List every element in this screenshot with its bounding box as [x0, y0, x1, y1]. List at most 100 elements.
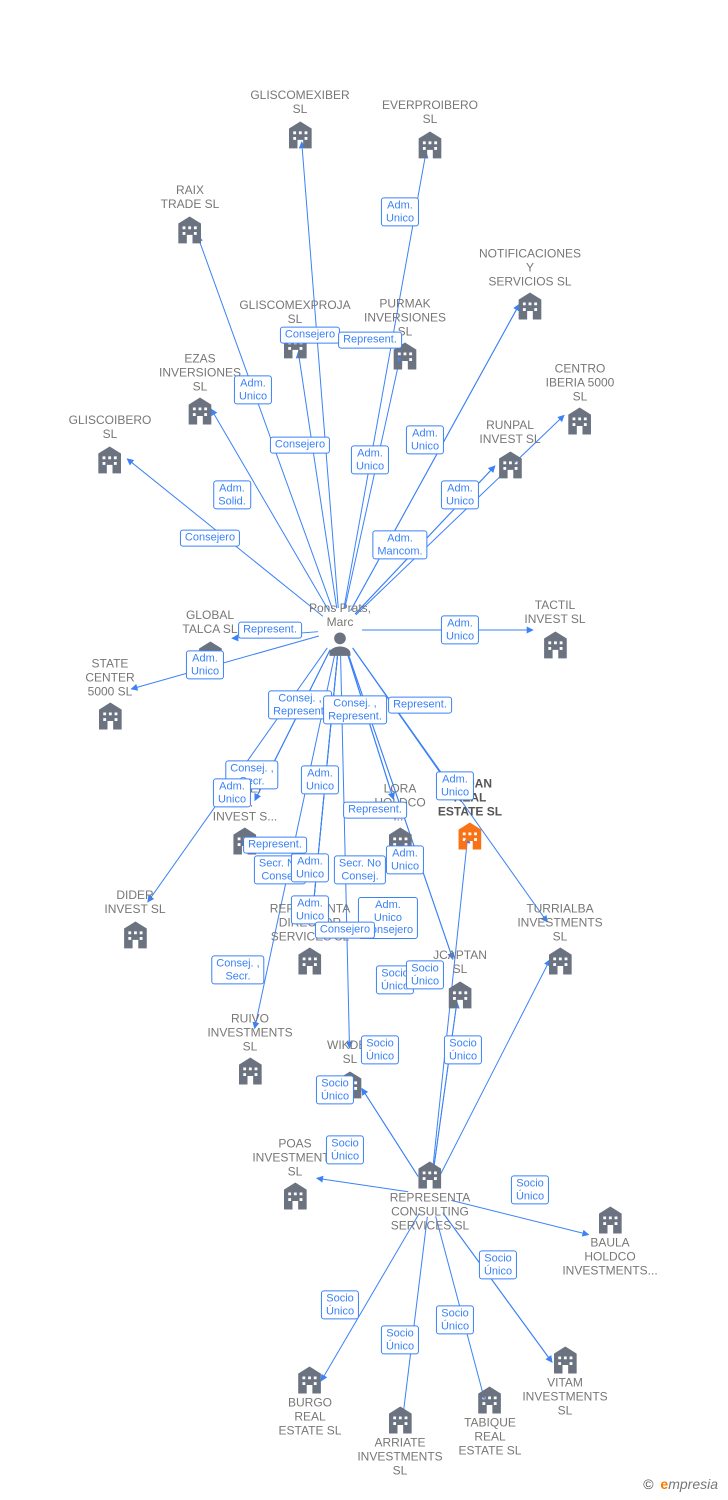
edge-label: Adm.Unico: [441, 480, 479, 509]
building-icon: [293, 1362, 327, 1396]
node-arriate[interactable]: ARRIATEINVESTMENTSSL: [357, 1402, 442, 1477]
node-label: STATECENTER5000 SL: [85, 657, 134, 698]
node-label: TACTILINVEST SL: [524, 599, 585, 627]
node-centro[interactable]: CENTROIBERIA 5000SL: [546, 362, 615, 437]
node-gliscomexiber[interactable]: GLISCOMEXIBERSL: [250, 89, 349, 151]
node-label: EZASINVERSIONESSL: [159, 352, 241, 393]
edge-label: Consejero: [180, 530, 240, 547]
edge-label: SocioÚnico: [321, 1290, 359, 1319]
node-label: GLISCOIBEROSL: [69, 414, 152, 442]
edge: [443, 1213, 552, 1362]
edge-label: Consejero: [315, 922, 375, 939]
node-notif[interactable]: NOTIFICACIONESYSERVICIOS SL: [479, 247, 581, 322]
node-ruivo[interactable]: RUIVOINVESTMENTSSL: [207, 1012, 292, 1087]
edge-label: Consej. ,Represent.: [323, 695, 387, 724]
node-label: POASINVESTMENTSSL: [252, 1137, 337, 1178]
node-label: TABIQUEREALESTATE SL: [459, 1416, 522, 1457]
brand-rest: mpresia: [668, 1476, 718, 1492]
node-tactil[interactable]: TACTILINVEST SL: [524, 599, 585, 661]
node-poas[interactable]: POASINVESTMENTSSL: [252, 1137, 337, 1212]
node-label: ARRIATEINVESTMENTSSL: [357, 1436, 442, 1477]
building-icon: [563, 404, 597, 438]
node-label: TURRIALBAINVESTMENTSSL: [517, 902, 602, 943]
edge-label: Adm.Unico: [381, 197, 419, 226]
building-icon: [383, 1402, 417, 1436]
node-label: GLOBALTALCA SL: [182, 609, 237, 637]
edge-label: Adm.Unico: [291, 853, 329, 882]
edge-label: Represent.: [238, 622, 302, 639]
edge: [433, 1002, 457, 1173]
edge-label: Adm.Unico: [386, 845, 424, 874]
building-icon: [183, 394, 217, 428]
edge-label: Adm.Unico: [301, 765, 339, 794]
edge-label: SocioÚnico: [479, 1250, 517, 1279]
node-dider[interactable]: DIDERINVEST SL: [104, 889, 165, 951]
building-icon: [93, 699, 127, 733]
node-label: Pons Prats,Marc: [309, 602, 371, 630]
edge: [302, 142, 339, 608]
edge-label: Represent.: [243, 837, 307, 854]
node-runpal[interactable]: RUNPALINVEST SL: [479, 419, 540, 481]
node-label: DIDERINVEST SL: [104, 889, 165, 917]
edge: [345, 356, 401, 608]
building-icon: [548, 1342, 582, 1376]
building-icon: [413, 127, 447, 161]
node-baula[interactable]: BAULAHOLDCOINVESTMENTS...: [562, 1202, 657, 1277]
node-person[interactable]: Pons Prats,Marc: [309, 602, 371, 658]
edge-label: Adm.Unico: [186, 650, 224, 679]
node-label: REPRESENTACONSULTINGSERVICES SL: [390, 1191, 470, 1232]
node-label: GLISCOMEXPROJASL: [239, 299, 350, 327]
node-turrialba[interactable]: TURRIALBAINVESTMENTSSL: [517, 902, 602, 977]
edge-label: SocioÚnico: [316, 1075, 354, 1104]
edge: [433, 1002, 457, 1173]
edge-label: SocioÚnico: [444, 1035, 482, 1064]
node-vitam[interactable]: VITAMINVESTMENTSSL: [522, 1342, 607, 1417]
edge-label: Represent.: [338, 332, 402, 349]
edge-label: Consejero: [280, 327, 340, 344]
node-ezas[interactable]: EZASINVERSIONESSL: [159, 352, 241, 427]
building-icon: [493, 447, 527, 481]
edge: [347, 651, 394, 799]
node-label: VITAMINVESTMENTSSL: [522, 1376, 607, 1417]
edge-label: Secr. NoConsej.: [334, 855, 386, 884]
edge-label: Represent.: [343, 802, 407, 819]
building-icon: [278, 1179, 312, 1213]
edge-label: SocioÚnico: [381, 1325, 419, 1354]
building-icon: [543, 944, 577, 978]
edge-label: Consej. ,Secr.: [211, 955, 264, 984]
node-repconsult[interactable]: REPRESENTACONSULTINGSERVICES SL: [390, 1157, 470, 1232]
node-label: CENTROIBERIA 5000SL: [546, 362, 615, 403]
building-icon: [173, 212, 207, 246]
edge: [347, 651, 394, 799]
watermark: © empresia: [643, 1476, 718, 1492]
node-gliscoibero[interactable]: GLISCOIBEROSL: [69, 414, 152, 476]
edge-label: Adm.Unico: [441, 615, 479, 644]
node-label: NOTIFICACIONESYSERVICIOS SL: [479, 247, 581, 288]
copyright-symbol: ©: [643, 1476, 653, 1492]
edge-label: Adm.Unico: [406, 425, 444, 454]
edge-label: Adm.Solid.: [213, 480, 251, 509]
building-icon: [93, 442, 127, 476]
node-label: BURGOREALESTATE SL: [279, 1396, 342, 1437]
building-icon: [293, 944, 327, 978]
network-diagram: Pons Prats,Marc GLISCOMEXIBERSL EVERPROI…: [0, 0, 728, 1500]
node-raix[interactable]: RAIXTRADE SL: [161, 184, 220, 246]
node-burgo[interactable]: BURGOREALESTATE SL: [279, 1362, 342, 1437]
node-statecenter[interactable]: STATECENTER5000 SL: [85, 657, 134, 732]
building-icon: [233, 1054, 267, 1088]
building-icon: [413, 1157, 447, 1191]
edge-label: Adm.Unico: [234, 375, 272, 404]
node-tabique[interactable]: TABIQUEREALESTATE SL: [459, 1382, 522, 1457]
edge-label: Adm.Mancom.: [372, 530, 427, 559]
edge-label: SocioÚnico: [406, 960, 444, 989]
node-label: BAULAHOLDCOINVESTMENTS...: [562, 1236, 657, 1277]
node-label: RUIVOINVESTMENTSSL: [207, 1012, 292, 1053]
person-icon: [326, 630, 354, 658]
node-everproibero[interactable]: EVERPROIBEROSL: [382, 99, 478, 161]
edge-label: SocioÚnico: [326, 1135, 364, 1164]
building-icon: [538, 627, 572, 661]
edge-label: SocioÚnico: [511, 1175, 549, 1204]
edge: [347, 651, 394, 799]
building-icon: [513, 289, 547, 323]
building-icon: [473, 1382, 507, 1416]
